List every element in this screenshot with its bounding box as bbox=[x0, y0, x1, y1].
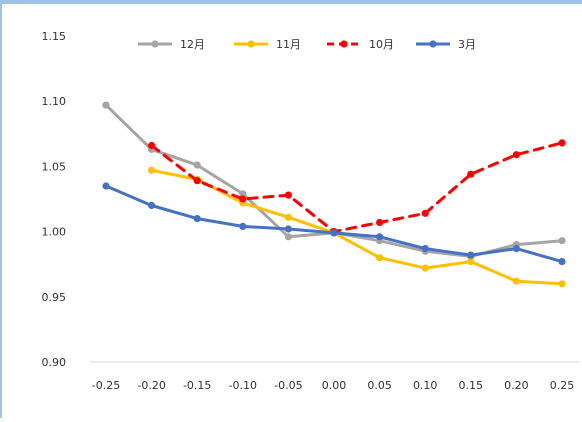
y-tick-label: 1.05 bbox=[42, 160, 67, 173]
data-point bbox=[284, 233, 292, 241]
data-point bbox=[421, 245, 429, 253]
data-point bbox=[376, 218, 384, 227]
legend-label: 12月 bbox=[180, 38, 205, 51]
legend-label: 10月 bbox=[369, 38, 394, 51]
series-line bbox=[150, 141, 564, 234]
data-point bbox=[512, 245, 520, 253]
data-point bbox=[376, 254, 384, 262]
data-point bbox=[558, 280, 566, 288]
y-tick-label: 0.90 bbox=[42, 356, 67, 369]
data-point bbox=[102, 101, 110, 109]
y-tick-label: 0.95 bbox=[42, 291, 67, 304]
data-point bbox=[467, 251, 475, 259]
data-point bbox=[148, 166, 156, 174]
legend-label: 3月 bbox=[458, 38, 476, 51]
y-tick-label: 1.10 bbox=[42, 95, 67, 108]
legend-swatch-marker bbox=[151, 40, 159, 48]
line-chart: 0.90 0.95 1.00 1.05 1.10 1.15 -0.25 -0.20 -0.15… bbox=[42, 30, 580, 392]
data-point bbox=[284, 191, 292, 199]
data-point bbox=[467, 258, 475, 266]
x-tick-label: 0.20 bbox=[504, 379, 529, 392]
data-point bbox=[467, 170, 475, 178]
data-point bbox=[284, 225, 292, 233]
data-point bbox=[239, 190, 247, 198]
x-tick-label: 0.05 bbox=[367, 379, 392, 392]
data-point bbox=[193, 215, 201, 223]
legend-item: 12月 bbox=[138, 38, 205, 51]
data-point bbox=[148, 201, 156, 210]
data-point bbox=[193, 161, 201, 169]
x-tick-label: -0.15 bbox=[183, 379, 211, 392]
data-point bbox=[102, 182, 110, 190]
legend-label: 11月 bbox=[276, 38, 301, 51]
y-tick-label: 1.15 bbox=[42, 30, 67, 43]
data-point bbox=[558, 139, 566, 147]
x-tick-label: -0.25 bbox=[92, 379, 120, 392]
data-point bbox=[376, 233, 384, 241]
legend-swatch-marker bbox=[247, 40, 255, 48]
data-point bbox=[558, 258, 566, 266]
data-point bbox=[512, 151, 520, 159]
data-point bbox=[421, 264, 429, 272]
y-tick-label: 1.00 bbox=[42, 226, 67, 239]
legend-item: 3月 bbox=[416, 38, 476, 51]
x-tick-label: -0.05 bbox=[274, 379, 302, 392]
x-tick-label: 0.25 bbox=[550, 379, 575, 392]
data-point bbox=[239, 195, 247, 203]
series-3 bbox=[102, 182, 566, 266]
data-point bbox=[330, 229, 338, 237]
x-tick-label: 0.10 bbox=[413, 379, 438, 392]
x-tick-label: -0.20 bbox=[137, 379, 165, 392]
legend-item: 10月 bbox=[327, 38, 394, 51]
data-point bbox=[284, 213, 292, 221]
data-point bbox=[239, 222, 247, 230]
x-tick-label: 0.00 bbox=[322, 379, 347, 392]
legend-swatch-marker bbox=[340, 40, 348, 48]
data-point bbox=[512, 277, 520, 285]
legend-item: 11月 bbox=[234, 38, 301, 51]
legend-swatch-marker bbox=[429, 40, 437, 48]
data-point bbox=[193, 177, 201, 185]
data-point bbox=[558, 237, 566, 245]
x-tick-label: 0.15 bbox=[459, 379, 484, 392]
data-point bbox=[421, 209, 429, 217]
x-tick-label: -0.10 bbox=[229, 379, 257, 392]
data-point bbox=[148, 141, 156, 150]
